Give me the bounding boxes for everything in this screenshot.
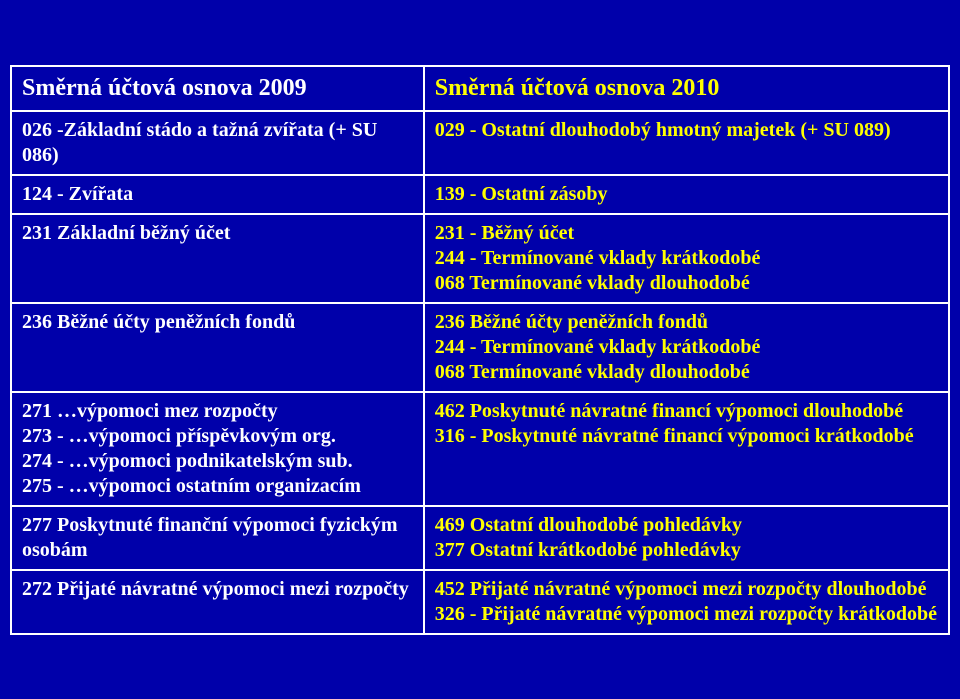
cell-right: 231 - Běžný účet244 - Termínované vklady… xyxy=(424,214,949,303)
cell-right: 462 Poskytnuté návratné financí výpomoci… xyxy=(424,392,949,506)
table-row: 236 Běžné účty peněžních fondů 236 Běžné… xyxy=(11,303,949,392)
cell-left: 236 Běžné účty peněžních fondů xyxy=(11,303,424,392)
cell-left: 271 …výpomoci mez rozpočty273 - …výpomoc… xyxy=(11,392,424,506)
cell-left: 026 -Základní stádo a tažná zvířata (+ S… xyxy=(11,111,424,175)
cell-right: 236 Běžné účty peněžních fondů244 - Term… xyxy=(424,303,949,392)
cell-left: 124 - Zvířata xyxy=(11,175,424,214)
cell-right: 452 Přijaté návratné výpomoci mezi rozpo… xyxy=(424,570,949,634)
cell-left: 277 Poskytnuté finanční výpomoci fyzický… xyxy=(11,506,424,570)
cell-left: 231 Základní běžný účet xyxy=(11,214,424,303)
table-row: 124 - Zvířata 139 - Ostatní zásoby xyxy=(11,175,949,214)
header-left: Směrná účtová osnova 2009 xyxy=(11,66,424,111)
cell-left: 272 Přijaté návratné výpomoci mezi rozpo… xyxy=(11,570,424,634)
comparison-table: Směrná účtová osnova 2009 Směrná účtová … xyxy=(10,65,950,635)
header-right: Směrná účtová osnova 2010 xyxy=(424,66,949,111)
table-row: 026 -Základní stádo a tažná zvířata (+ S… xyxy=(11,111,949,175)
cell-right: 469 Ostatní dlouhodobé pohledávky377 Ost… xyxy=(424,506,949,570)
table-row: 272 Přijaté návratné výpomoci mezi rozpo… xyxy=(11,570,949,634)
table-header-row: Směrná účtová osnova 2009 Směrná účtová … xyxy=(11,66,949,111)
comparison-table-container: Směrná účtová osnova 2009 Směrná účtová … xyxy=(10,65,950,635)
table-row: 277 Poskytnuté finanční výpomoci fyzický… xyxy=(11,506,949,570)
cell-right: 029 - Ostatní dlouhodobý hmotný majetek … xyxy=(424,111,949,175)
table-row: 231 Základní běžný účet 231 - Běžný účet… xyxy=(11,214,949,303)
table-row: 271 …výpomoci mez rozpočty273 - …výpomoc… xyxy=(11,392,949,506)
cell-right: 139 - Ostatní zásoby xyxy=(424,175,949,214)
table-body: 026 -Základní stádo a tažná zvířata (+ S… xyxy=(11,111,949,634)
